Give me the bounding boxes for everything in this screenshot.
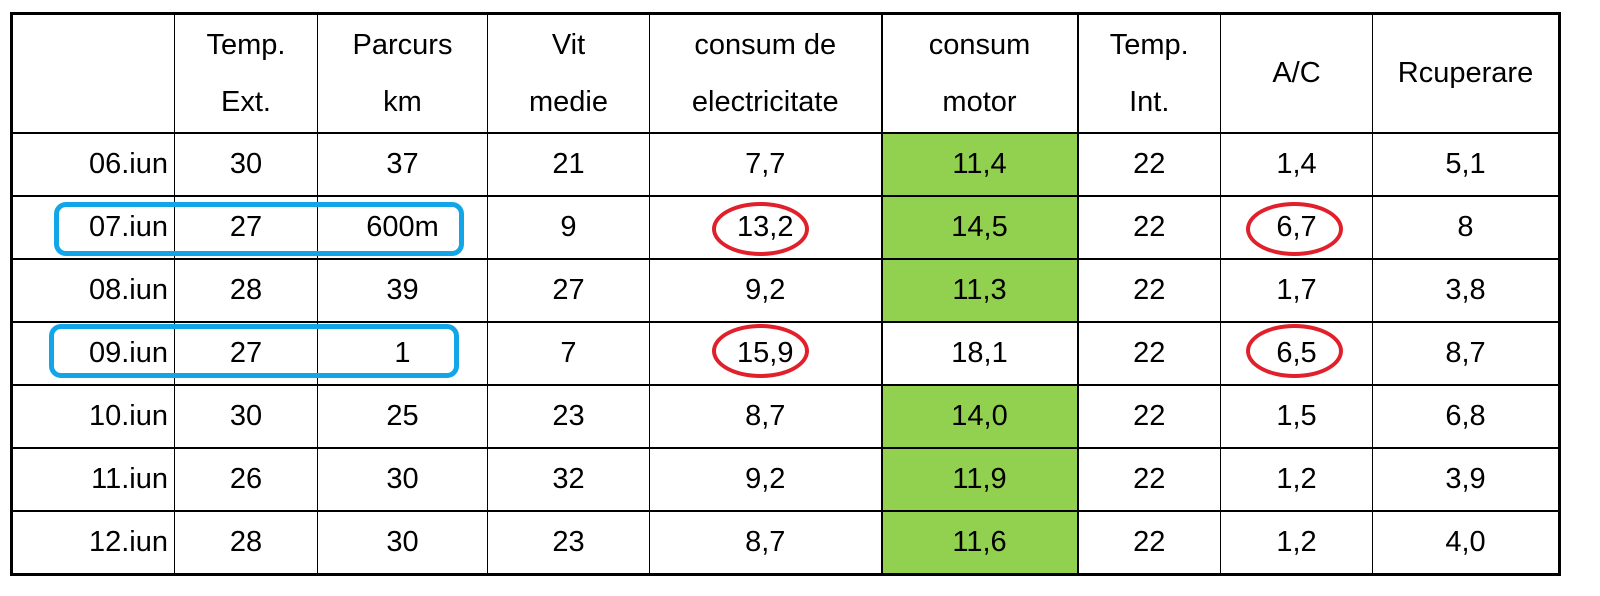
header-text: Vit	[551, 28, 586, 61]
table-cell: 7	[487, 321, 650, 386]
header-text: Rcuperare	[1397, 57, 1534, 89]
table-cell: 28	[174, 510, 318, 575]
header-cell: Rcuperare	[1372, 13, 1560, 134]
table-row: 11.iun 26 30 32 9,2 11,9 22 1,2 3,9	[11, 447, 1560, 512]
header-text: electricitate	[691, 85, 839, 118]
table-cell: 30	[317, 447, 488, 512]
header-cell: consum motor	[880, 13, 1079, 134]
table-cell: 9,2	[649, 447, 882, 512]
row-label: 11.iun	[11, 447, 175, 512]
table-cell: 26	[174, 447, 318, 512]
circle-mark	[1246, 202, 1343, 256]
header-text: A/C	[1272, 57, 1321, 89]
table-cell: 8,7	[1372, 321, 1560, 386]
table-cell: 22	[1077, 258, 1221, 323]
row-label: 08.iun	[11, 258, 175, 323]
table-row: 06.iun 30 37 21 7,7 11,4 22 1,4 5,1	[11, 132, 1560, 197]
header-text: consum	[928, 28, 1031, 61]
table-cell: 7,7	[649, 132, 882, 197]
table-cell: 5,1	[1372, 132, 1560, 197]
header-text: medie	[529, 85, 608, 118]
circle-mark	[712, 324, 809, 378]
header-text: consum de	[694, 28, 837, 61]
table-cell: 14,5	[880, 195, 1079, 260]
header-text: Int.	[1129, 85, 1170, 118]
row-label: 10.iun	[11, 384, 175, 449]
header-text: Temp.	[206, 28, 286, 61]
table-cell: 23	[487, 384, 650, 449]
table-cell: 1,5	[1220, 384, 1373, 449]
row-label: 06.iun	[11, 132, 175, 197]
table-cell: 11,3	[880, 258, 1079, 323]
table-cell: 25	[317, 384, 488, 449]
table-cell: 8,7	[649, 384, 882, 449]
table-cell: 3,9	[1372, 447, 1560, 512]
table-cell: 22	[1077, 510, 1221, 575]
table-body: 06.iun 30 37 21 7,7 11,4 22 1,4 5,1 07.iun 27 600m 9…	[11, 132, 1560, 575]
table-cell: 23	[487, 510, 650, 575]
table-cell: 39	[317, 258, 488, 323]
table-cell: 6,8	[1372, 384, 1560, 449]
table-cell: 28	[174, 258, 318, 323]
circle-mark	[712, 202, 809, 256]
header-cell: Temp. Ext.	[174, 13, 318, 134]
table-row: 07.iun 27 600m 9 13,2 14,5 22 6,7 8	[11, 195, 1560, 260]
table-cell: 8,7	[649, 510, 882, 575]
corner-cell	[11, 13, 175, 134]
header-text: km	[383, 85, 422, 118]
table-cell: 9	[487, 195, 650, 260]
table-cell: 21	[487, 132, 650, 197]
header-cell: A/C	[1220, 13, 1373, 134]
table-cell: 1,2	[1220, 447, 1373, 512]
header-text: Ext.	[221, 85, 271, 118]
table-cell: 22	[1077, 132, 1221, 197]
highlight-box	[54, 202, 464, 256]
table-cell: 22	[1077, 447, 1221, 512]
table-row: 12.iun 28 30 23 8,7 11,6 22 1,2 4,0	[11, 510, 1560, 575]
table-cell: 1,7	[1220, 258, 1373, 323]
table-row: 10.iun 30 25 23 8,7 14,0 22 1,5 6,8	[11, 384, 1560, 449]
highlight-box	[49, 324, 459, 378]
table-cell: 8	[1372, 195, 1560, 260]
header-text: Temp.	[1109, 28, 1189, 61]
table-cell: 9,2	[649, 258, 882, 323]
table-cell: 11,6	[880, 510, 1079, 575]
table-cell: 30	[317, 510, 488, 575]
header-cell: Parcurs km	[317, 13, 488, 134]
table-cell: 14,0	[880, 384, 1079, 449]
table-cell: 11,9	[880, 447, 1079, 512]
table-cell: 4,0	[1372, 510, 1560, 575]
table-cell: 30	[174, 384, 318, 449]
table-cell: 37	[317, 132, 488, 197]
table-cell: 11,4	[880, 132, 1079, 197]
row-label: 12.iun	[11, 510, 175, 575]
header-cell: Vit medie	[487, 13, 650, 134]
header-cell: Temp. Int.	[1077, 13, 1221, 134]
table-cell: 1,2	[1220, 510, 1373, 575]
header-text: Parcurs	[352, 28, 453, 61]
table-cell: 1,4	[1220, 132, 1373, 197]
table-row: 08.iun 28 39 27 9,2 11,3 22 1,7 3,8	[11, 258, 1560, 323]
table-cell: 3,8	[1372, 258, 1560, 323]
table-cell: 30	[174, 132, 318, 197]
circle-mark	[1246, 324, 1343, 378]
header-cell: consum de electricitate	[649, 13, 882, 134]
table-cell: 32	[487, 447, 650, 512]
table-cell: 22	[1077, 321, 1221, 386]
header-row: Temp. Ext. Parcurs km Vit medie consum de elect…	[11, 13, 1560, 134]
table-cell: 18,1	[880, 321, 1079, 386]
table-row: 09.iun 27 1 7 15,9 18,1 22 6,5 8,7	[11, 321, 1560, 386]
data-table: Temp. Ext. Parcurs km Vit medie consum de elect…	[10, 12, 1561, 576]
header-text: motor	[942, 85, 1017, 118]
table-cell: 22	[1077, 384, 1221, 449]
table-cell: 27	[487, 258, 650, 323]
table-cell: 22	[1077, 195, 1221, 260]
